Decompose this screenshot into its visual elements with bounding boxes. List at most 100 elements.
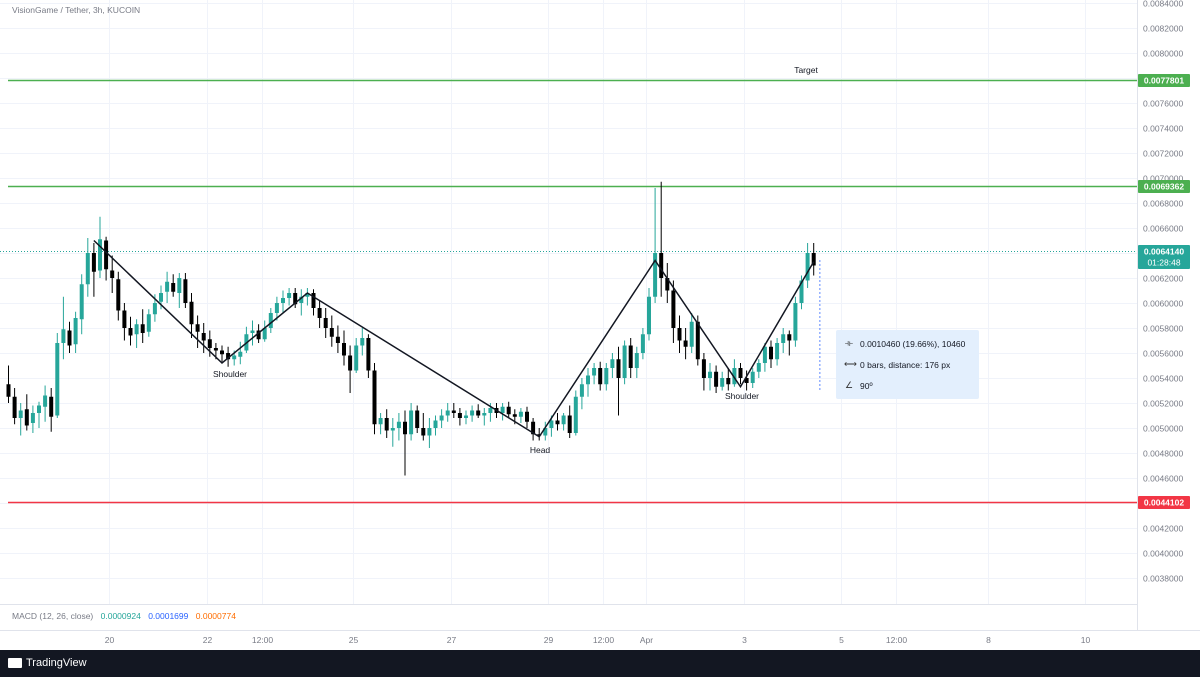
candle-body (396, 421, 401, 428)
candle-body (268, 313, 273, 328)
macd-histogram-value: 0.0000924 (100, 611, 141, 621)
head-and-shoulders-pattern[interactable] (93, 239, 821, 438)
measure-bars: 0 bars, distance: 176 px (860, 359, 951, 370)
candle-body (549, 420, 554, 428)
bar-countdown-label: 01:28:48 (1147, 258, 1180, 268)
candle-body (604, 368, 609, 385)
tradingview-brand[interactable]: TradingView (8, 657, 87, 669)
symbol-title[interactable]: VisionGame / Tether, 3h, KUCOIN (12, 5, 141, 15)
candle-body (647, 296, 651, 335)
macd-legend[interactable]: MACD (12, 26, close) 0.0000924 0.0001699… (12, 611, 241, 621)
candle-body (415, 410, 420, 428)
level-price-label-resistance: 0.0069362 (1144, 182, 1184, 192)
candle-body (543, 428, 548, 436)
level-price-label-target: 0.0077801 (1144, 76, 1184, 86)
candle-body (165, 281, 170, 292)
candle-body (738, 368, 743, 378)
candle-body (250, 330, 255, 333)
measure-price-change: 0.0010460 (19.66%), 10460 (860, 338, 966, 349)
footer-bar (0, 650, 1200, 677)
time-tick-label: 12:00 (593, 635, 615, 645)
time-axis[interactable]: 20 22 12:00 25 27 29 12:00 Apr 3 5 12:00 8 10 (105, 635, 1091, 645)
price-tick-label: 0.0066000 (1143, 224, 1183, 234)
candle-body (342, 343, 346, 356)
candle-body (378, 418, 383, 425)
left-shoulder-annotation: Shoulder (213, 369, 247, 379)
pattern-annotations: Target Shoulder Head Shoulder (213, 65, 818, 455)
candle-body (177, 278, 182, 293)
candle-body (732, 368, 737, 385)
price-tick-label: 0.0050000 (1143, 424, 1183, 434)
candle-body (238, 351, 243, 357)
price-tick-label: 0.0058000 (1143, 324, 1183, 334)
price-tick-label: 0.0082000 (1143, 24, 1183, 34)
macd-signal-value: 0.0000774 (195, 611, 236, 621)
candle-body (43, 395, 48, 407)
candle-body (683, 340, 688, 347)
price-tick-label: 0.0062000 (1143, 274, 1183, 284)
candle-body (79, 284, 84, 320)
candle-body (695, 321, 700, 360)
candle-body (73, 318, 78, 345)
measure-tooltip: ⟛ 0.0010460 (19.66%), 10460 ⟷ 0 bars, di… (836, 330, 979, 399)
candle-body (390, 428, 395, 431)
time-tick-label: 29 (544, 635, 554, 645)
candle-body (793, 303, 798, 341)
candle-body (592, 368, 597, 376)
candle-body (116, 279, 121, 311)
candle-body (628, 345, 633, 368)
candle-body (49, 396, 54, 417)
level-price-badge-support (1138, 496, 1190, 509)
candle-body (171, 283, 176, 292)
candle-body (274, 303, 279, 313)
price-tick-label: 0.0038000 (1143, 574, 1183, 584)
candle-body (354, 345, 359, 371)
candle-body (311, 293, 316, 308)
last-price-badge (1138, 245, 1190, 269)
level-price-badge-resistance (1138, 180, 1190, 193)
horizontal-levels[interactable] (0, 79, 1137, 504)
candle-body (281, 298, 285, 303)
candle-body (512, 414, 517, 417)
candle-body (226, 353, 231, 360)
price-tick-label: 0.0084000 (1143, 0, 1183, 9)
candle-body (598, 368, 603, 385)
candle-body (403, 421, 407, 435)
candle-body (67, 330, 72, 346)
candle-body (561, 415, 566, 425)
candle-body (573, 396, 578, 433)
candle-body (128, 328, 133, 336)
candle-body (91, 253, 96, 272)
level-price-label-support: 0.0044102 (1144, 498, 1184, 508)
candle-body (708, 371, 712, 378)
candle-body (799, 280, 804, 303)
price-tick-label: 0.0060000 (1143, 299, 1183, 309)
price-tick-label: 0.0054000 (1143, 374, 1183, 384)
candle-body (622, 345, 627, 378)
candle-body (640, 334, 645, 353)
time-tick-label: Apr (640, 635, 653, 645)
candle-body (152, 303, 157, 315)
candle-body (372, 370, 377, 425)
candle-body (305, 293, 310, 297)
price-tick-label: 0.0070000 (1143, 174, 1183, 184)
candle-body (110, 270, 115, 278)
candle-body (299, 296, 304, 303)
candle-body (769, 346, 773, 360)
time-tick-label: 8 (986, 635, 991, 645)
candle-body (439, 415, 444, 421)
candle-body (159, 293, 163, 302)
candle-body (293, 293, 298, 305)
pattern-trend-line (93, 239, 815, 438)
candle-body (335, 336, 340, 343)
candle-body (366, 338, 371, 371)
head-annotation: Head (530, 445, 551, 455)
price-tick-label: 0.0068000 (1143, 199, 1183, 209)
price-tick-label: 0.0076000 (1143, 99, 1183, 109)
price-tick-label: 0.0052000 (1143, 399, 1183, 409)
candle-body (653, 253, 658, 297)
candle-body (488, 408, 493, 413)
time-tick-label: 25 (349, 635, 359, 645)
